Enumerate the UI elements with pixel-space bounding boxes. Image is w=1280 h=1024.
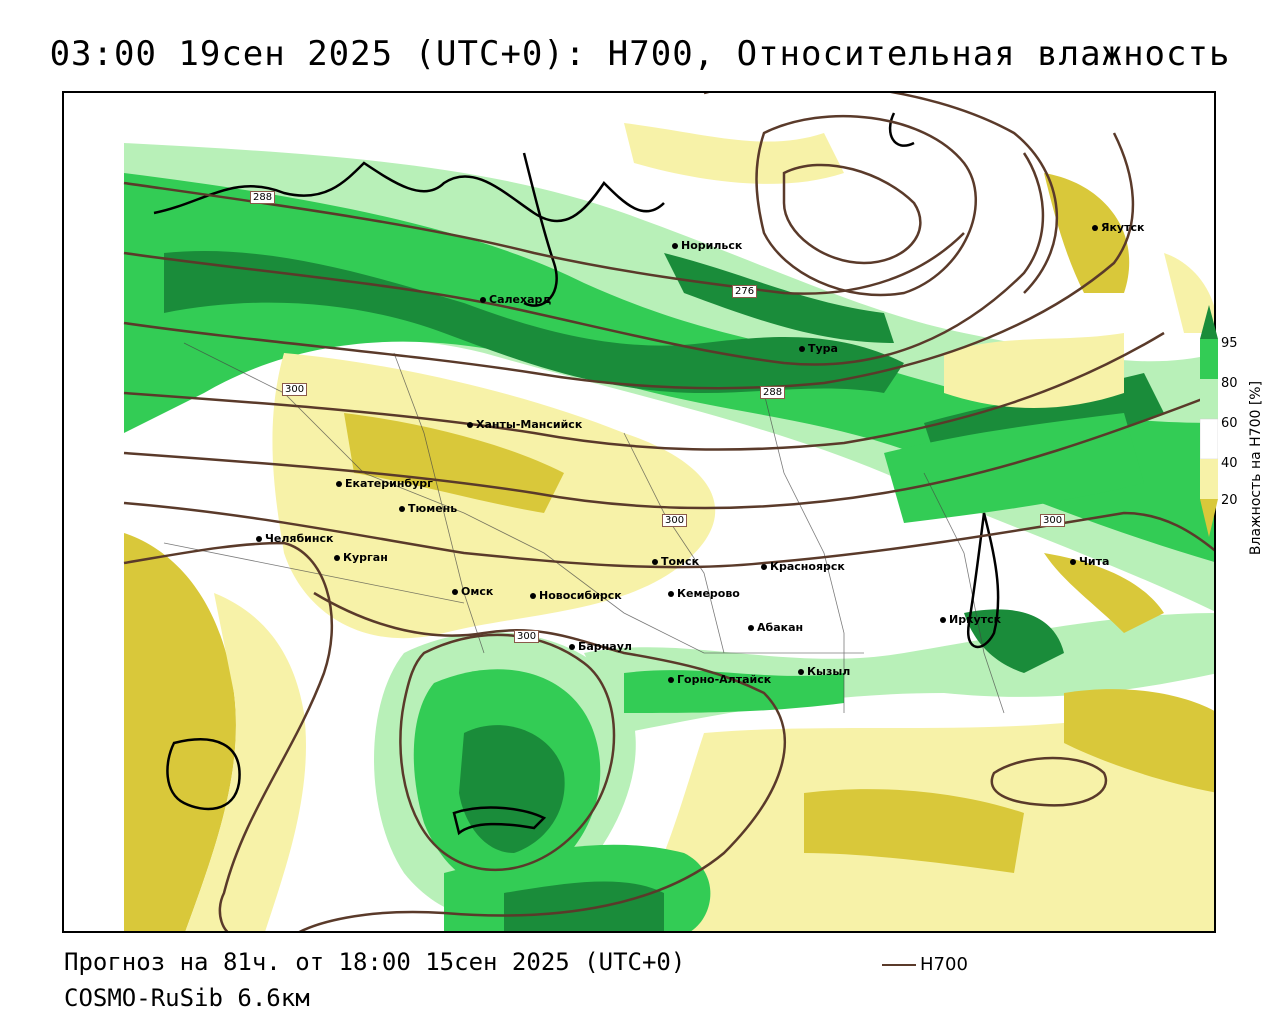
humidity-field [64,93,1214,931]
city-dot-icon [336,481,342,487]
city-marker[interactable]: Абакан [748,621,803,634]
city-marker[interactable]: Ханты-Мансийск [467,418,582,431]
city-marker[interactable]: Кызыл [798,665,850,678]
city-name: Курган [343,551,388,564]
city-dot-icon [668,591,674,597]
city-marker[interactable]: Иркутск [940,613,1001,626]
map-title: 03:00 19сен 2025 (UTC+0): H700, Относите… [49,34,1231,74]
city-marker[interactable]: Кемерово [668,587,740,600]
city-dot-icon [799,346,805,352]
city-name: Ханты-Мансийск [476,418,583,431]
contour-line-icon [882,963,916,966]
city-marker[interactable]: Якутск [1092,221,1144,234]
city-dot-icon [452,589,458,595]
city-dot-icon [256,536,262,542]
city-dot-icon [569,644,575,650]
city-name: Екатеринбург [345,477,433,490]
contour-label: 276 [732,285,758,298]
city-dot-icon [399,506,405,512]
city-name: Тура [808,342,838,355]
colorbar-tick: 80 [1221,376,1238,391]
contour-label: 300 [282,383,308,396]
city-marker[interactable]: Салехард [480,293,551,306]
city-marker[interactable]: Тюмень [399,502,457,515]
city-name: Якутск [1101,221,1145,234]
humidity-colorbar [1200,305,1218,537]
city-name: Томск [661,555,700,568]
city-name: Кемерово [677,587,740,600]
city-dot-icon [1070,559,1076,565]
city-name: Горно-Алтайск [677,673,772,686]
city-name: Кызыл [807,665,851,678]
city-marker[interactable]: Томск [652,555,699,568]
city-marker[interactable]: Красноярск [761,560,845,573]
city-dot-icon [334,555,340,561]
city-marker[interactable]: Курган [334,551,388,564]
city-name: Норильск [681,239,743,252]
contour-label: 288 [760,386,786,399]
map-panel[interactable]: 288 276 300 288 300 300 300 Норильск Яку… [62,91,1216,933]
contour-label: 300 [1040,514,1066,527]
legend: H700 [882,954,968,975]
legend-label: H700 [920,954,968,975]
city-name: Красноярск [770,560,845,573]
city-name: Тюмень [408,502,458,515]
city-name: Чита [1079,555,1110,568]
city-marker[interactable]: Омск [452,585,493,598]
colorbar-tick: 95 [1221,336,1238,351]
h700-contours [123,93,1214,931]
city-name: Салехард [489,293,552,306]
city-dot-icon [652,559,658,565]
colorbar-tick: 60 [1221,416,1238,431]
city-dot-icon [672,243,678,249]
contour-label: 288 [250,191,276,204]
colorbar-tick: 20 [1221,493,1238,508]
city-dot-icon [761,564,767,570]
city-dot-icon [668,677,674,683]
colorbar-tick: 40 [1221,456,1238,471]
city-marker[interactable]: Норильск [672,239,742,252]
forecast-info: Прогноз на 81ч. от 18:00 15сен 2025 (UTC… [64,948,686,976]
city-dot-icon [530,593,536,599]
city-name: Абакан [757,621,804,634]
colorbar-label: Влажность на H700 [%] [1248,380,1264,556]
city-dot-icon [748,625,754,631]
city-name: Барнаул [578,640,632,653]
model-name: COSMO-RuSib 6.6км [64,984,310,1012]
city-marker[interactable]: Тура [799,342,838,355]
city-marker[interactable]: Чита [1070,555,1109,568]
city-marker[interactable]: Новосибирск [530,589,622,602]
city-name: Омск [461,585,494,598]
city-dot-icon [1092,225,1098,231]
city-dot-icon [940,617,946,623]
contour-label: 300 [514,630,540,643]
city-dot-icon [480,297,486,303]
city-marker[interactable]: Горно-Алтайск [668,673,771,686]
city-name: Новосибирск [539,589,622,602]
city-name: Иркутск [949,613,1002,626]
city-dot-icon [467,422,473,428]
city-dot-icon [798,669,804,675]
city-marker[interactable]: Барнаул [569,640,632,653]
city-marker[interactable]: Екатеринбург [336,477,433,490]
city-marker[interactable]: Челябинск [256,532,333,545]
contour-label: 300 [662,514,688,527]
city-name: Челябинск [265,532,334,545]
